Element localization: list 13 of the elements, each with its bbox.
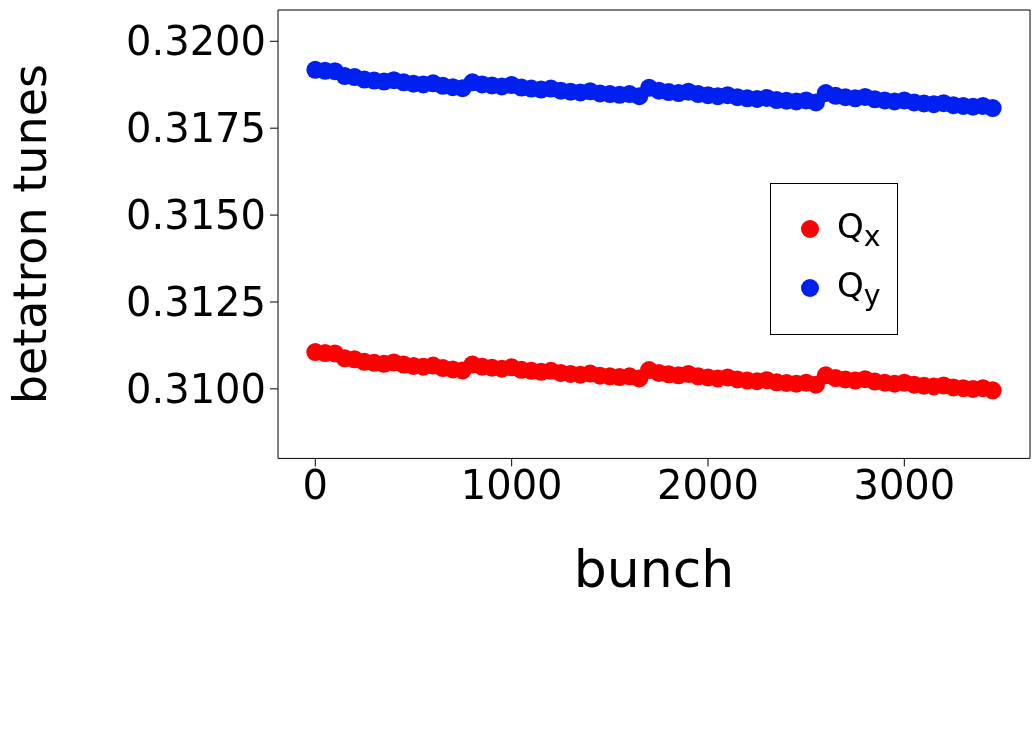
y-tick-label: 0.3200	[126, 18, 266, 65]
x-axis-title: bunch	[573, 539, 735, 600]
x-tick-label: 0	[302, 461, 329, 508]
y-axis-title: betatron tunes	[3, 64, 58, 405]
y-tick-label: 0.3150	[126, 192, 266, 239]
x-tick-label: 2000	[657, 461, 759, 508]
y-tick-label: 0.3100	[126, 366, 266, 413]
y-tick-label: 0.3125	[126, 279, 266, 326]
legend-label: Q$_{x}$	[837, 206, 881, 253]
legend-label: Q$_{y}$	[837, 264, 881, 312]
y-tick-label: 0.3175	[126, 105, 266, 152]
x-tick-label: 1000	[460, 461, 563, 508]
x-tick-label: 3000	[853, 461, 956, 508]
